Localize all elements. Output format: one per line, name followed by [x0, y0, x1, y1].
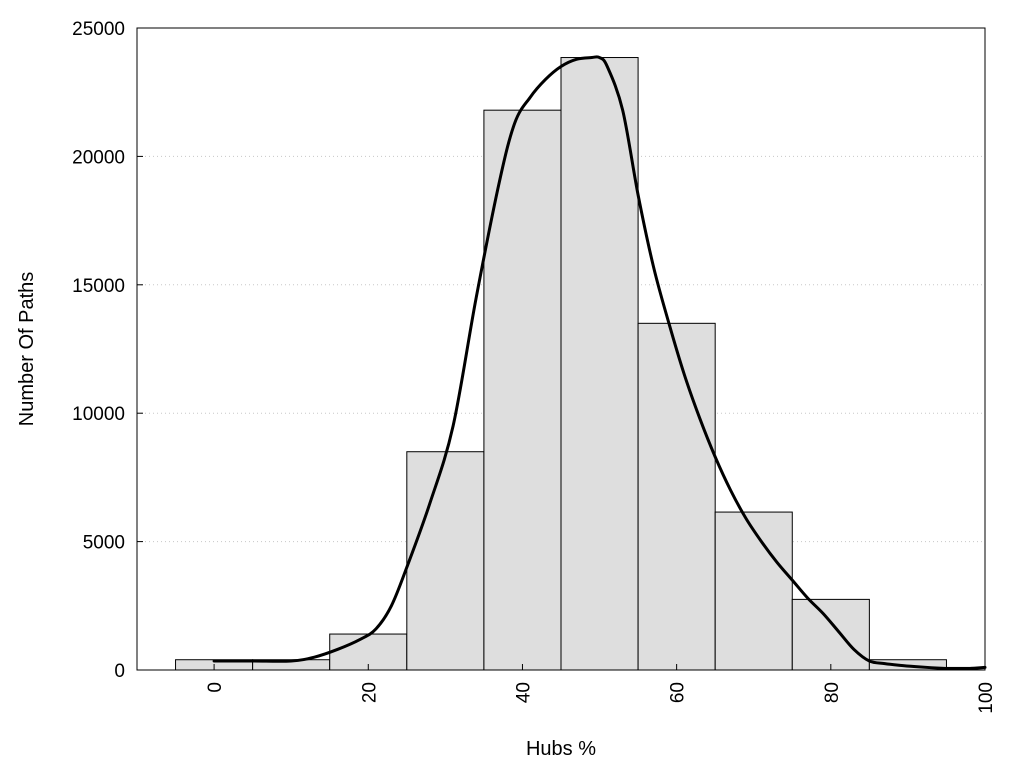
x-tick-label-2: 40: [513, 682, 534, 703]
x-tick-label-4: 80: [822, 682, 843, 703]
histogram-bar-7: [714, 511, 793, 671]
x-tick-label-5: 100: [976, 682, 997, 714]
plot-frame: [136, 27, 986, 671]
y-tick-label-3: 15000: [72, 276, 125, 297]
histogram-bar-8: [791, 598, 870, 671]
x-tick-label-1: 20: [359, 682, 380, 703]
x-axis-label: Hubs %: [526, 738, 596, 760]
histogram-bar-3: [406, 451, 485, 671]
x-tick-label-3: 60: [668, 682, 689, 703]
density-curve-layer: [212, 55, 987, 671]
y-axis: 0 5000 10000 15000 20000 25000: [72, 19, 143, 682]
y-axis-label: Number Of Paths: [16, 272, 38, 427]
histogram-bar-6: [637, 322, 716, 671]
y-tick-label-5: 25000: [72, 19, 125, 40]
y-tick-label-4: 20000: [72, 147, 125, 168]
x-axis: 0 20 40 60 80 100: [205, 664, 997, 714]
y-tick-label-2: 10000: [72, 404, 125, 425]
histogram-bar-5: [560, 57, 639, 671]
x-tick-label-0: 0: [205, 682, 226, 693]
histogram-bars: [175, 57, 986, 671]
y-tick-label-0: 0: [114, 661, 125, 682]
density-curve: [212, 55, 987, 671]
y-tick-label-1: 5000: [83, 533, 125, 554]
